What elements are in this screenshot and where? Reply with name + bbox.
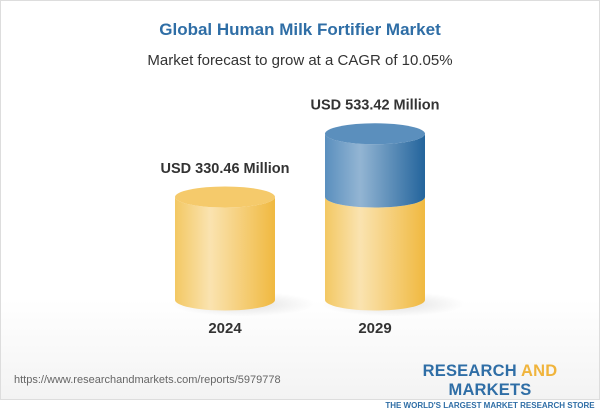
cylinder-chart: USD 330.46 Million 2024 USD 533.42 Million… [161,98,465,337]
research-and-markets-logo: RESEARCH AND MARKETS THE WORLD'S LARGEST… [385,362,595,410]
chart-title: Global Human Milk Fortifier Market [159,20,441,39]
data-label-2029: USD 533.42 Million [311,98,440,114]
chart-subtitle: Market forecast to grow at a CAGR of 10.… [147,52,453,69]
x-tick-label-2024: 2024 [208,320,242,337]
source-url[interactable]: https://www.researchandmarkets.com/repor… [14,374,281,386]
x-tick-label-2029: 2029 [358,320,391,337]
cylinder-body-growth-2029 [325,133,425,208]
logo-text-and: AND [521,362,558,380]
data-label-2024: USD 330.46 Million [161,161,290,177]
cylinder-body-base-2029 [325,197,425,311]
logo-text-markets: MARKETS [448,381,532,399]
logo-tagline: THE WORLD'S LARGEST MARKET RESEARCH STOR… [385,401,595,410]
chart-frame [0,0,600,400]
cylinder-top-2024 [175,186,275,208]
cylinder-body-base-2024 [175,197,275,311]
cylinder-top-2029 [325,123,425,145]
logo-text-research: RESEARCH [422,362,521,380]
